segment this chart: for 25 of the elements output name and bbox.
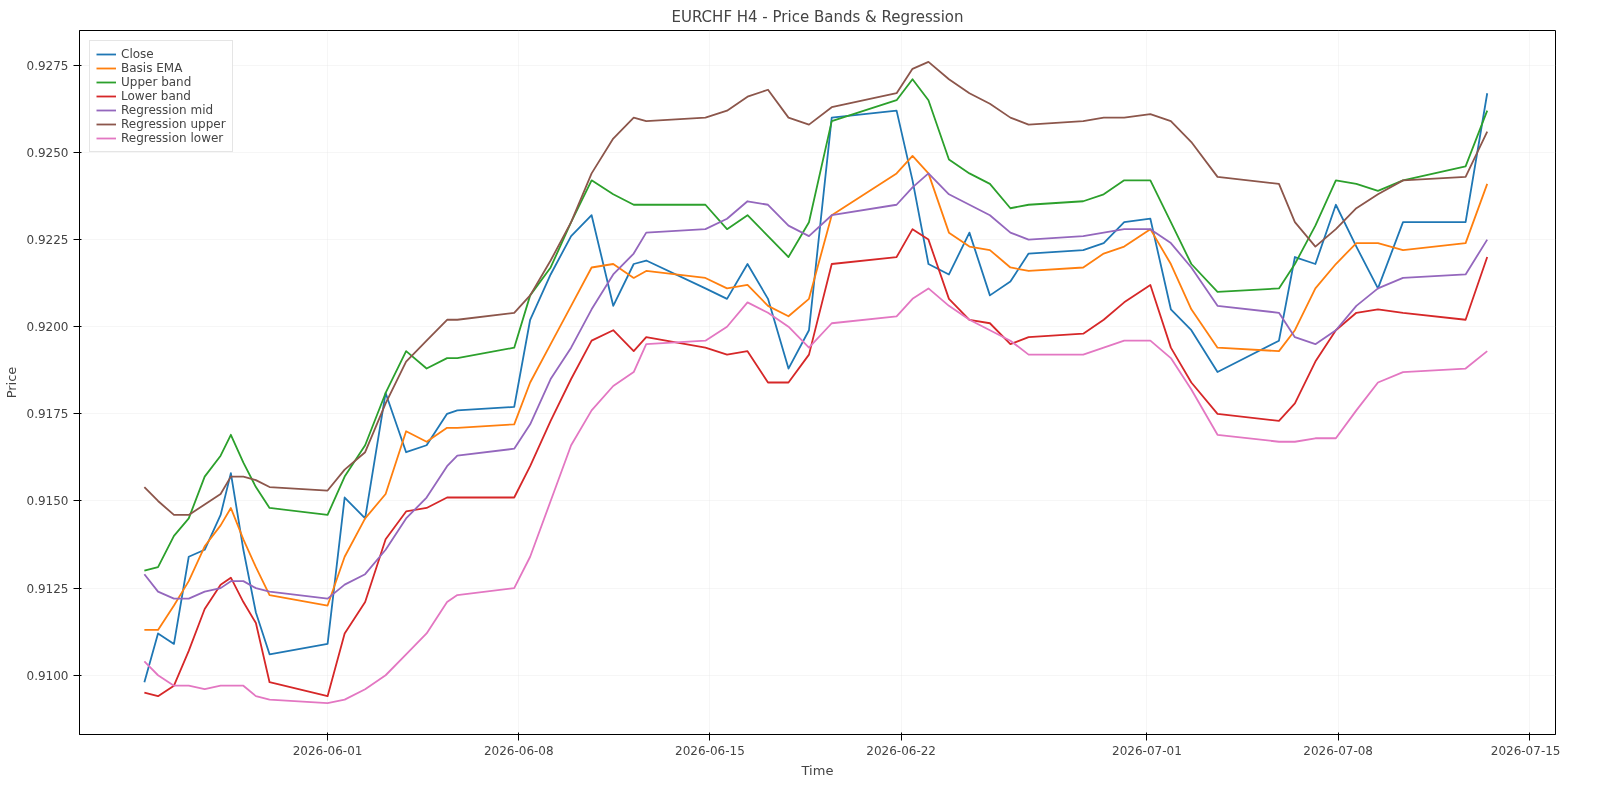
legend-label: Lower band xyxy=(121,89,191,103)
legend-label: Regression lower xyxy=(121,131,224,145)
y-tick-label: 0.9275 xyxy=(26,58,69,73)
y-tick-label: 0.9150 xyxy=(26,494,69,509)
legend-label: Upper band xyxy=(121,75,192,89)
x-tick-label: 2026-06-15 xyxy=(675,743,745,758)
legend-label: Basis EMA xyxy=(121,61,183,75)
x-tick-label: 2026-06-01 xyxy=(292,743,363,758)
y-tick-label: 0.9125 xyxy=(26,581,69,596)
legend-label: Regression upper xyxy=(121,117,226,131)
x-tick-label: 2026-07-15 xyxy=(1490,743,1561,758)
x-tick-label: 2026-07-01 xyxy=(1112,743,1182,758)
x-axis-title: Time xyxy=(800,762,834,778)
x-tick-label: 2026-06-22 xyxy=(866,743,937,758)
y-tick-label: 0.9175 xyxy=(26,407,69,422)
chart-title: EURCHF H4 - Price Bands & Regression xyxy=(671,7,964,26)
y-tick-label: 0.9200 xyxy=(26,320,69,335)
y-tick-label: 0.9225 xyxy=(26,233,69,248)
y-tick-label: 0.9250 xyxy=(26,145,69,160)
y-tick-label: 0.9100 xyxy=(26,668,69,683)
x-tick-label: 2026-07-08 xyxy=(1303,743,1374,758)
x-tick-label: 2026-06-08 xyxy=(483,743,554,758)
y-axis-title: Price xyxy=(3,366,19,399)
legend-label: Regression mid xyxy=(121,103,214,117)
legend-label: Close xyxy=(121,47,154,61)
